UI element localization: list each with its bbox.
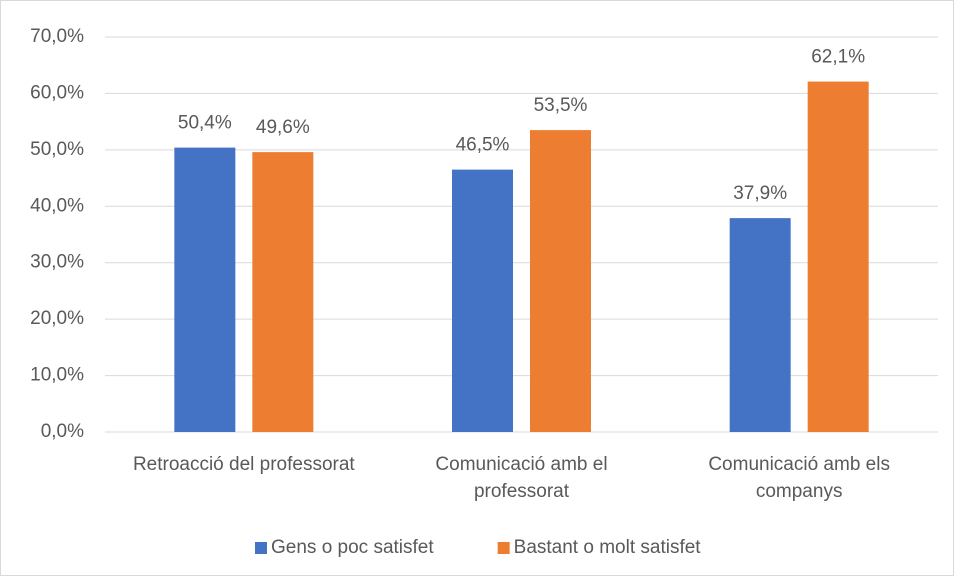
bar (729, 218, 791, 432)
bar (252, 152, 314, 432)
x-tick-label: Comunicació amb els companys (708, 454, 890, 502)
bar (452, 169, 513, 432)
x-tick-label: Comunicació amb el professorat (435, 454, 608, 502)
x-tick-label: Retroacció del professorat (132, 454, 355, 475)
data-label: 49,6% (256, 117, 310, 138)
y-tick-label: 20,0% (30, 308, 84, 329)
data-label: 62,1% (811, 47, 865, 68)
y-tick-label: 40,0% (30, 195, 84, 216)
y-tick-label: 50,0% (30, 139, 84, 160)
legend-swatch (255, 542, 267, 554)
data-label: 46,5% (456, 135, 510, 156)
data-label: 50,4% (178, 113, 232, 134)
y-tick-label: 0,0% (41, 421, 84, 442)
legend-swatch (497, 542, 510, 554)
bar (174, 147, 236, 432)
y-tick-label: 60,0% (30, 82, 84, 103)
legend-label: Bastant o molt satisfet (514, 537, 702, 558)
y-tick-label: 70,0% (30, 26, 84, 47)
legend-label: Gens o poc satisfet (271, 537, 434, 558)
data-label: 37,9% (733, 183, 787, 204)
y-tick-label: 10,0% (30, 365, 84, 386)
y-tick-label: 30,0% (30, 252, 84, 273)
bar (530, 130, 591, 432)
bar (807, 81, 869, 432)
data-label: 53,5% (534, 95, 588, 116)
